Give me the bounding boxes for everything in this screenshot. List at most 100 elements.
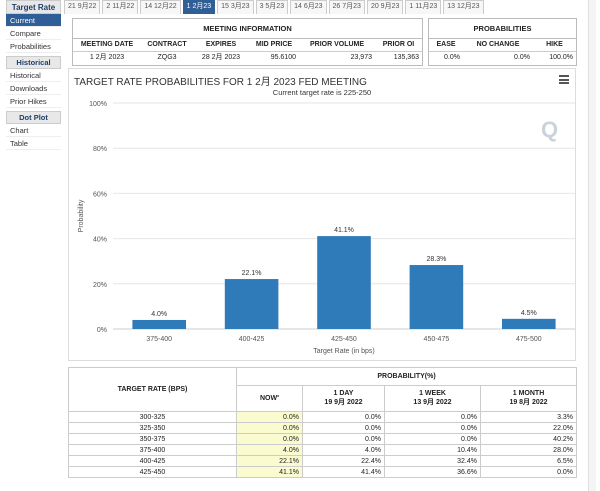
table-cell-rate: 350-375 xyxy=(68,433,237,445)
one-week-header: 1 WEEK 13 9月 2022 xyxy=(384,385,481,412)
tab-meeting-date[interactable]: 14 12月22 xyxy=(140,0,181,14)
probabilities-value-row: 0.0% 0.0% 100.0% xyxy=(429,52,576,65)
now-footnote-mark: * xyxy=(277,395,280,401)
x-tick-label: 450-475 xyxy=(424,336,450,343)
now-label: NOW xyxy=(259,395,278,402)
tab-meeting-date[interactable]: 1 11月23 xyxy=(405,0,442,14)
sidebar-item-prior-hikes[interactable]: Prior Hikes xyxy=(6,95,61,108)
x-tick-label: 475-500 xyxy=(516,336,542,343)
table-row: 350-375 0.0% 0.0% 0.0% 40.2% xyxy=(68,433,578,445)
tab-meeting-date[interactable]: 3 5月23 xyxy=(255,0,289,14)
table-cell-d1: 0.0% xyxy=(302,422,385,434)
meeting-date-tabs: 21 9月22 2 11月22 14 12月22 1 2月23 15 3月23 3 5月2… xyxy=(64,0,486,14)
contract-header: CONTRACT xyxy=(147,41,187,48)
table-row: 300-325 0.0% 0.0% 0.0% 3.3% xyxy=(68,411,578,423)
table-row: 400-425 22.1% 22.4% 32.4% 6.5% xyxy=(68,455,578,467)
meeting-date-value: 1 2月 2023 xyxy=(89,54,125,61)
chart-bar xyxy=(317,236,371,329)
one-month-header: 1 MONTH 19 8月 2022 xyxy=(479,385,578,412)
tab-meeting-date[interactable]: 26 7月23 xyxy=(328,0,365,14)
one-month-label: 1 MONTH xyxy=(512,390,545,397)
table-cell-m1: 28.0% xyxy=(479,444,578,456)
prior-oi-header: PRIOR OI xyxy=(382,41,415,48)
probabilities-header-row: EASE NO CHANGE HIKE xyxy=(429,39,576,52)
sidebar-item-downloads[interactable]: Downloads xyxy=(6,82,61,95)
probabilities-title: PROBABILITIES xyxy=(429,19,576,39)
y-tick-label: 100% xyxy=(89,101,107,108)
x-axis-title: Target Rate (in bps) xyxy=(313,348,374,355)
sidebar-section-dot-plot: Dot Plot xyxy=(6,111,61,124)
mid-price-header: MID PRICE xyxy=(255,41,293,48)
one-month-date: 19 8月 2022 xyxy=(509,399,548,406)
one-week-date: 13 9月 2022 xyxy=(413,399,452,406)
one-day-label: 1 DAY xyxy=(333,390,354,397)
table-cell-now: 0.0% xyxy=(236,411,303,423)
meeting-information-title: MEETING INFORMATION xyxy=(73,19,422,39)
sidebar-item-probabilities[interactable]: Probabilities xyxy=(6,40,61,53)
table-cell-w1: 36.6% xyxy=(384,466,481,478)
table-cell-w1: 10.4% xyxy=(384,444,481,456)
table-cell-m1: 3.3% xyxy=(479,411,578,423)
sidebar-item-compare[interactable]: Compare xyxy=(6,27,61,40)
chart-title: TARGET RATE PROBABILITIES FOR 1 2月 2023 … xyxy=(74,77,367,88)
bar-value-label: 22.1% xyxy=(242,270,262,277)
table-cell-w1: 0.0% xyxy=(384,422,481,434)
chart-plot: 0% 20% 40% 60% 80% 100% 4.0% 375-400 22.1% 400-42… xyxy=(78,101,575,355)
table-cell-now: 0.0% xyxy=(236,422,303,434)
probability-header: PROBABILITY(%) xyxy=(235,367,578,386)
chart-bar xyxy=(224,279,279,329)
bar-value-label: 41.1% xyxy=(334,227,354,234)
table-cell-now: 41.1% xyxy=(236,466,303,478)
sidebar: Target Rate Current Compare Probabilitie… xyxy=(6,0,61,150)
prior-volume-header: PRIOR VOLUME xyxy=(309,41,365,48)
now-header: NOW* xyxy=(236,385,303,412)
table-cell-m1: 0.0% xyxy=(479,466,578,478)
table-cell-now: 0.0% xyxy=(236,433,303,445)
bar-value-label: 28.3% xyxy=(426,256,446,263)
tab-meeting-date[interactable]: 20 9月23 xyxy=(366,0,404,14)
table-cell-d1: 4.0% xyxy=(302,444,385,456)
chart-menu-icon[interactable] xyxy=(559,75,569,84)
sidebar-item-historical[interactable]: Historical xyxy=(6,69,61,82)
meeting-information-panel: MEETING INFORMATION MEETING DATE CONTRAC… xyxy=(72,18,423,66)
y-tick-label: 40% xyxy=(93,237,107,244)
table-row: 425-450 41.1% 41.4% 36.6% 0.0% xyxy=(68,466,578,478)
tab-meeting-date[interactable]: 1 2月23 xyxy=(182,0,216,14)
table-row: 375-400 4.0% 4.0% 10.4% 28.0% xyxy=(68,444,578,456)
target-rate-header: TARGET RATE (BPS) xyxy=(68,367,237,412)
tab-meeting-date[interactable]: 13 12月23 xyxy=(443,0,484,14)
mid-price-value: 95.6100 xyxy=(270,54,296,61)
table-cell-rate: 425-450 xyxy=(68,466,237,478)
tab-meeting-date[interactable]: 2 11月22 xyxy=(102,0,139,14)
sidebar-item-table[interactable]: Table xyxy=(6,137,61,150)
table-cell-m1: 22.0% xyxy=(479,422,578,434)
sidebar-title[interactable]: Target Rate xyxy=(6,0,61,14)
table-cell-d1: 41.4% xyxy=(302,466,385,478)
chart-bar xyxy=(502,318,556,329)
contract-value: ZQG3 xyxy=(157,54,177,61)
one-day-header: 1 DAY 19 9月 2022 xyxy=(302,385,385,412)
table-cell-w1: 32.4% xyxy=(384,455,481,467)
table-row: 325-350 0.0% 0.0% 0.0% 22.0% xyxy=(68,422,578,434)
ease-header: EASE xyxy=(436,41,456,48)
x-tick-label: 400-425 xyxy=(239,336,265,343)
tab-meeting-date[interactable]: 21 9月22 xyxy=(64,0,101,14)
tab-meeting-date[interactable]: 15 3月23 xyxy=(217,0,254,14)
tab-meeting-date[interactable]: 14 6月23 xyxy=(290,0,327,14)
table-cell-now: 4.0% xyxy=(236,444,303,456)
hike-value: 100.0% xyxy=(549,54,573,61)
bar-value-label: 4.5% xyxy=(521,310,537,317)
probability-chart: TARGET RATE PROBABILITIES FOR 1 2月 2023 … xyxy=(68,68,576,361)
ease-value: 0.0% xyxy=(444,54,460,61)
no-change-header: NO CHANGE xyxy=(476,41,520,48)
y-tick-label: 80% xyxy=(93,146,107,153)
y-tick-label: 20% xyxy=(93,282,107,289)
sidebar-item-current[interactable]: Current xyxy=(6,14,61,27)
y-tick-label: 0% xyxy=(97,327,107,334)
sidebar-item-chart[interactable]: Chart xyxy=(6,124,61,137)
page-scrollbar[interactable] xyxy=(588,0,596,491)
expires-value: 28 2月 2023 xyxy=(201,54,241,61)
chart-subtitle: Current target rate is 225-250 xyxy=(272,88,372,97)
hike-header: HIKE xyxy=(546,41,563,48)
watermark-logo: Q xyxy=(541,117,559,142)
